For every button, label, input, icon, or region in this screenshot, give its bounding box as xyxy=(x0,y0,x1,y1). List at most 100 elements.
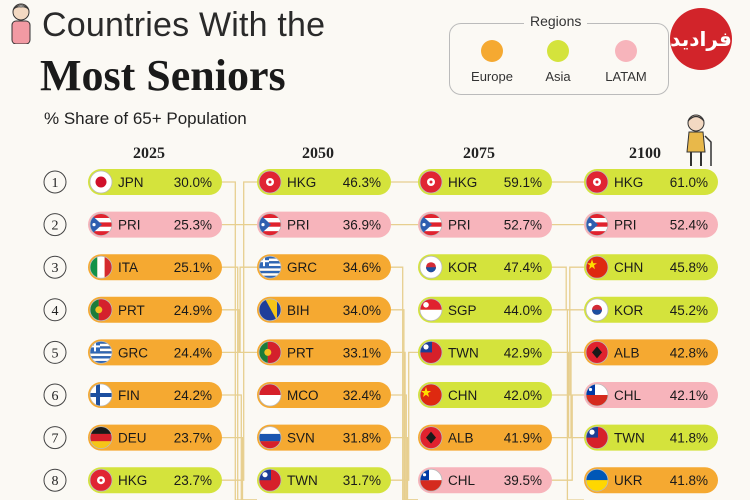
legend-dot-asia xyxy=(547,40,569,62)
pill-bg xyxy=(584,169,718,195)
country-code-label: ALB xyxy=(448,431,474,446)
share-value-label: 39.5% xyxy=(504,473,542,488)
pill-bg xyxy=(584,424,718,451)
share-value-label: 52.7% xyxy=(504,218,542,233)
legend-dot-latam xyxy=(615,40,637,62)
flag-hkg-icon xyxy=(259,171,281,193)
country-pill-2025-ita: ITA 25.1% xyxy=(88,254,222,281)
share-value-label: 42.0% xyxy=(504,388,542,403)
country-code-label: PRI xyxy=(614,218,637,233)
country-pill-2050-mco: MCO 32.4% xyxy=(257,382,391,408)
connector-jpn-2025 xyxy=(222,181,257,500)
pill-bg xyxy=(88,467,222,494)
subtitle: % Share of 65+ Population xyxy=(44,109,247,128)
rank-circle-3 xyxy=(43,255,67,279)
country-pill-2100-kor: KOR 45.2% xyxy=(584,296,718,323)
country-pill-2100-chl: CHL 42.1% xyxy=(584,382,718,408)
flag-jpn-icon xyxy=(90,171,112,193)
legend-item-europe: Europe xyxy=(462,40,522,84)
flag-pri-icon xyxy=(586,213,608,236)
legend-dot-europe xyxy=(481,40,503,62)
pill-bg xyxy=(88,296,222,323)
flag-chn-icon xyxy=(420,384,442,406)
rank-circle-6 xyxy=(43,383,67,407)
flag-ita-icon xyxy=(90,256,112,279)
share-value-label: 23.7% xyxy=(174,473,212,488)
country-pill-2100-chn: CHN 45.8% xyxy=(584,254,718,281)
flag-mco-icon xyxy=(259,384,281,406)
legend-label-latam: LATAM xyxy=(605,69,647,84)
flag-bih-icon xyxy=(259,298,281,321)
connector-kor-2075 xyxy=(552,266,584,311)
pill-bg xyxy=(584,382,718,408)
country-code-label: BIH xyxy=(287,303,310,318)
pill-bg xyxy=(88,339,222,366)
connector-bih-2050 xyxy=(391,309,418,500)
country-code-label: MCO xyxy=(287,388,319,403)
country-code-label: UKR xyxy=(614,473,643,488)
country-code-label: TWN xyxy=(448,345,479,360)
country-pill-2100-ukr: UKR 41.8% xyxy=(584,467,718,494)
regions-legend: Regions Europe Asia LATAM xyxy=(449,13,669,95)
pill-bg xyxy=(257,467,391,494)
share-value-label: 45.2% xyxy=(670,303,708,318)
rank-circle-5 xyxy=(43,340,67,364)
country-pill-2025-grc: GRC 24.4% xyxy=(88,339,222,366)
country-pill-2075-hkg: HKG 59.1% xyxy=(418,169,552,195)
connector-prt-2050 xyxy=(391,351,418,500)
pill-bg xyxy=(257,169,391,195)
rank-circle-4 xyxy=(43,298,67,322)
connector-prt-2025 xyxy=(222,309,257,354)
pill-bg xyxy=(257,382,391,408)
rank-label-2: 2 xyxy=(52,219,59,234)
year-header-2075: 2075 xyxy=(463,145,495,162)
share-value-label: 42.9% xyxy=(504,345,542,360)
country-pill-2075-kor: KOR 47.4% xyxy=(418,254,552,281)
flag-chl-icon xyxy=(586,384,608,406)
share-value-label: 33.1% xyxy=(343,345,381,360)
connector-ita-2025 xyxy=(222,266,257,500)
country-code-label: GRC xyxy=(118,345,148,360)
connector-twn-2050 xyxy=(391,351,418,481)
flag-svn-icon xyxy=(259,426,281,449)
share-value-label: 23.7% xyxy=(174,431,212,446)
rank-label-5: 5 xyxy=(52,346,59,361)
pill-bg xyxy=(584,467,718,494)
flag-kor-icon xyxy=(420,256,442,279)
rank-circle-7 xyxy=(43,426,67,450)
flag-chn-icon xyxy=(586,256,608,279)
year-header-2050: 2050 xyxy=(302,145,334,162)
share-value-label: 42.8% xyxy=(670,345,708,360)
country-code-label: PRI xyxy=(287,218,310,233)
share-value-label: 46.3% xyxy=(343,175,381,190)
flag-twn-icon xyxy=(259,469,281,492)
country-code-label: HKG xyxy=(118,473,147,488)
pill-bg xyxy=(584,296,718,323)
share-value-label: 25.3% xyxy=(174,218,212,233)
rank-circle-2 xyxy=(43,213,67,237)
flag-fin-icon xyxy=(90,384,112,406)
country-code-label: HKG xyxy=(287,175,316,190)
pill-bg xyxy=(257,254,391,281)
connector-mco-2050 xyxy=(391,394,418,500)
flag-deu-icon xyxy=(90,426,112,449)
share-value-label: 34.6% xyxy=(343,260,381,275)
connector-svn-2050 xyxy=(391,436,418,500)
share-value-label: 24.2% xyxy=(174,388,212,403)
flag-prt-icon xyxy=(90,298,112,321)
rank-circle-8 xyxy=(43,468,67,492)
legend-label-europe: Europe xyxy=(471,69,513,84)
share-value-label: 41.8% xyxy=(670,473,708,488)
pill-bg xyxy=(88,382,222,408)
country-pill-2100-pri: PRI 52.4% xyxy=(584,211,718,238)
flag-hkg-icon xyxy=(90,469,112,492)
year-header-2100: 2100 xyxy=(629,145,661,162)
flag-alb-icon xyxy=(586,341,608,364)
title-line-2: Most Seniors xyxy=(40,51,286,100)
country-code-label: CHL xyxy=(614,388,641,403)
connector-deu-2025 xyxy=(222,436,257,500)
country-pill-2050-prt: PRT 33.1% xyxy=(257,339,391,366)
flag-pri-icon xyxy=(259,213,281,236)
share-value-label: 24.9% xyxy=(174,303,212,318)
